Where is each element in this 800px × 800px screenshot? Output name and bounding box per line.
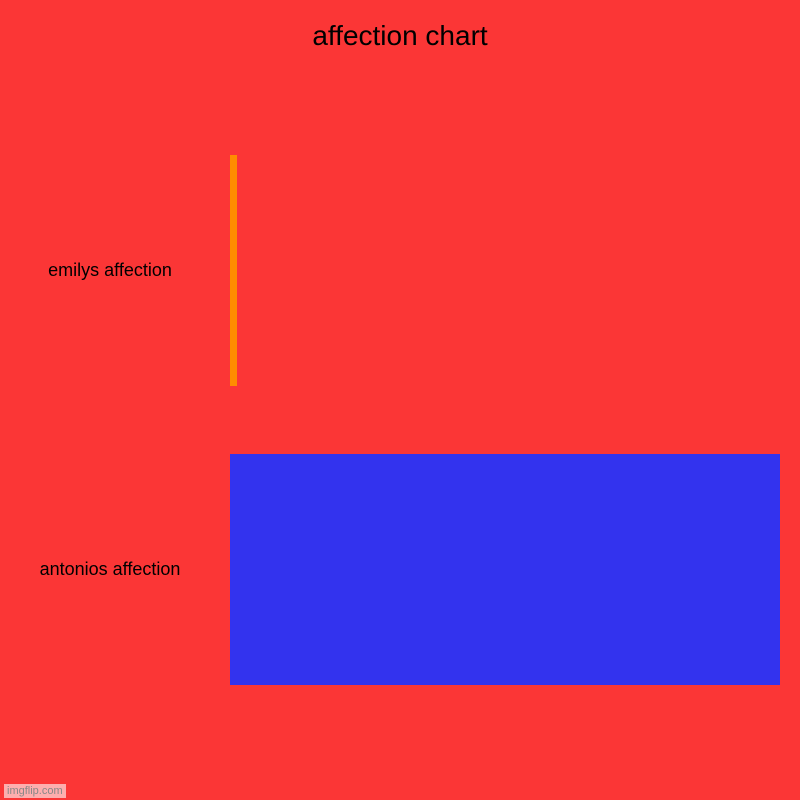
bar-label-0: emilys affection <box>0 260 230 281</box>
bar-1 <box>230 454 780 685</box>
bar-row-0: emilys affection <box>0 155 780 386</box>
chart-container: affection chart emilys affection antonio… <box>0 0 800 800</box>
bar-row-1: antonios affection <box>0 454 780 685</box>
chart-title: affection chart <box>0 20 800 52</box>
watermark: imgflip.com <box>4 784 66 798</box>
bar-label-1: antonios affection <box>0 559 230 580</box>
chart-area: emilys affection antonios affection <box>0 80 800 760</box>
bar-0 <box>230 155 237 386</box>
bar-track-1 <box>230 454 780 685</box>
bar-track-0 <box>230 155 780 386</box>
